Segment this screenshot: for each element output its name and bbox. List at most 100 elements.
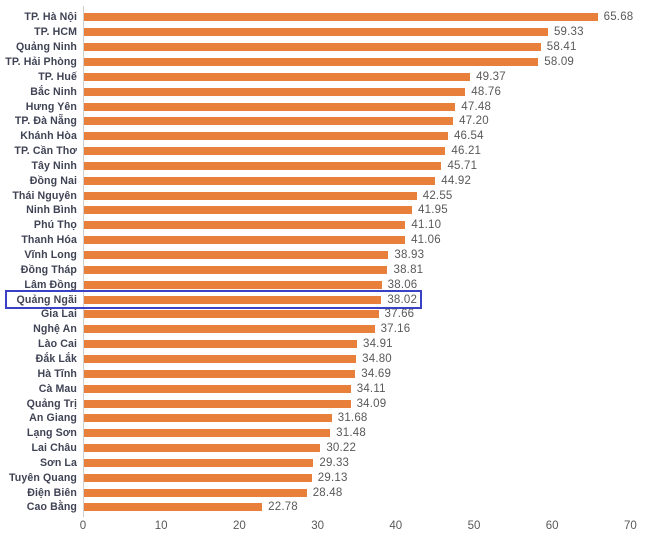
bar [84,13,598,22]
bar-row: Tây Ninh 45.71 [0,159,650,174]
bar [84,280,382,289]
category-label: Cà Mau [38,382,77,395]
value-label: 45.71 [447,159,478,172]
value-label: 38.93 [394,249,425,262]
category-label: TP. Hà Nội [24,11,77,24]
bar [84,236,406,245]
bar-row: Cao Bằng 22.78 [0,500,650,515]
bar [84,414,332,423]
value-label: 58.09 [544,55,575,68]
value-label: 29.33 [319,456,350,469]
value-label: 41.06 [411,234,441,247]
bar-row: Hưng Yên 47.48 [0,99,650,114]
x-axis-tick-label: 10 [154,520,168,532]
category-label: Bắc Ninh [30,85,77,98]
bar [84,354,357,363]
bar [84,399,351,408]
bar-row: Bắc Ninh 48.76 [0,84,650,99]
value-label: 22.78 [268,501,298,514]
category-label: Thái Nguyên [12,189,77,202]
bar-row: TP. Hải Phòng 58.09 [0,55,650,70]
bar [84,340,357,349]
bar [84,176,436,185]
bar-row: Phú Thọ 41.10 [0,218,650,233]
bar [84,161,442,170]
value-label: 31.68 [337,412,368,425]
bar-row: Quảng Trị 34.09 [0,396,650,411]
bar [84,102,456,111]
category-label: Đồng Tháp [20,263,77,276]
bar [84,72,471,81]
x-axis-tick-label: 60 [545,520,559,532]
bar-row: Điện Biên 28.48 [0,485,650,500]
bar [84,206,413,215]
value-label: 49.37 [476,70,506,83]
category-label: Lai Châu [31,442,77,455]
bar-row: Lào Cai 34.91 [0,337,650,352]
value-label: 47.20 [459,115,489,128]
bar [84,444,321,453]
bar-row: TP. Huế 49.37 [0,69,650,84]
value-label: 42.55 [422,189,453,202]
value-label: 34.09 [356,397,387,410]
category-label: Quảng Ninh [15,41,77,54]
bar-row: Khánh Hòa 46.54 [0,129,650,144]
value-label: 44.92 [441,174,472,187]
value-label: 34.80 [362,352,392,365]
bar-row: Gia Lai 37.66 [0,307,650,322]
value-label: 28.48 [312,486,343,499]
bar [84,191,417,200]
x-axis-tick-label: 0 [79,520,87,532]
bar [84,384,351,393]
value-label: 46.54 [453,130,484,143]
value-label: 41.95 [418,204,448,217]
category-label: Tuyên Quang [9,471,77,484]
bar-row: Vĩnh Long 38.93 [0,248,650,263]
category-label: Hưng Yên [25,100,77,113]
category-label: Quảng Ngãi [16,293,77,306]
bar-row: Nghệ An 37.16 [0,322,650,337]
category-label: Đắk Lắk [35,352,77,365]
category-label: TP. Đà Nẵng [14,115,77,128]
bar-row: Quảng Ninh 58.41 [0,40,650,55]
category-label: Cao Bằng [26,501,77,514]
bar-row: Thái Nguyên 42.55 [0,188,650,203]
bar [84,117,454,126]
category-label: Điện Biên [27,486,77,499]
highlight-box [5,290,423,310]
category-label: Lào Cai [38,338,77,351]
category-label: Phú Thọ [33,219,77,232]
value-label: 41.10 [411,219,442,232]
bar [84,473,312,482]
value-label: 37.66 [384,308,415,321]
bar-row: Đồng Tháp 38.81 [0,262,650,277]
bar-row: TP. Cần Thơ 46.21 [0,144,650,159]
bar [84,325,375,334]
bar [84,295,382,304]
category-label: TP. Cần Thơ [14,145,77,158]
x-axis-tick-label: 50 [467,520,481,532]
category-label: Thanh Hóa [21,234,77,247]
bar-row: Đắk Lắk 34.80 [0,352,650,367]
category-label: Hà Tĩnh [37,367,77,380]
category-label: Gia Lai [40,308,77,321]
bar-row: Ninh Bình 41.95 [0,203,650,218]
value-label: 31.48 [336,427,366,440]
bar-row: Đồng Nai 44.92 [0,173,650,188]
category-label: Sơn La [40,456,77,469]
x-axis-tick-label: 70 [623,520,637,532]
category-label: TP. Hải Phòng [5,55,77,68]
category-label: Nghệ An [33,323,77,336]
category-label: Đồng Nai [29,174,77,187]
value-label: 38.06 [387,278,418,291]
bar-row: Quảng Ngãi 38.02 [0,292,650,307]
bar [84,221,406,230]
bar [84,429,331,438]
bar-row: Sơn La 29.33 [0,456,650,471]
bar-row: Hà Tĩnh 34.69 [0,366,650,381]
bar [84,458,314,467]
bar [84,488,307,497]
bar [84,132,448,141]
bar-row: TP. Đà Nẵng 47.20 [0,114,650,129]
